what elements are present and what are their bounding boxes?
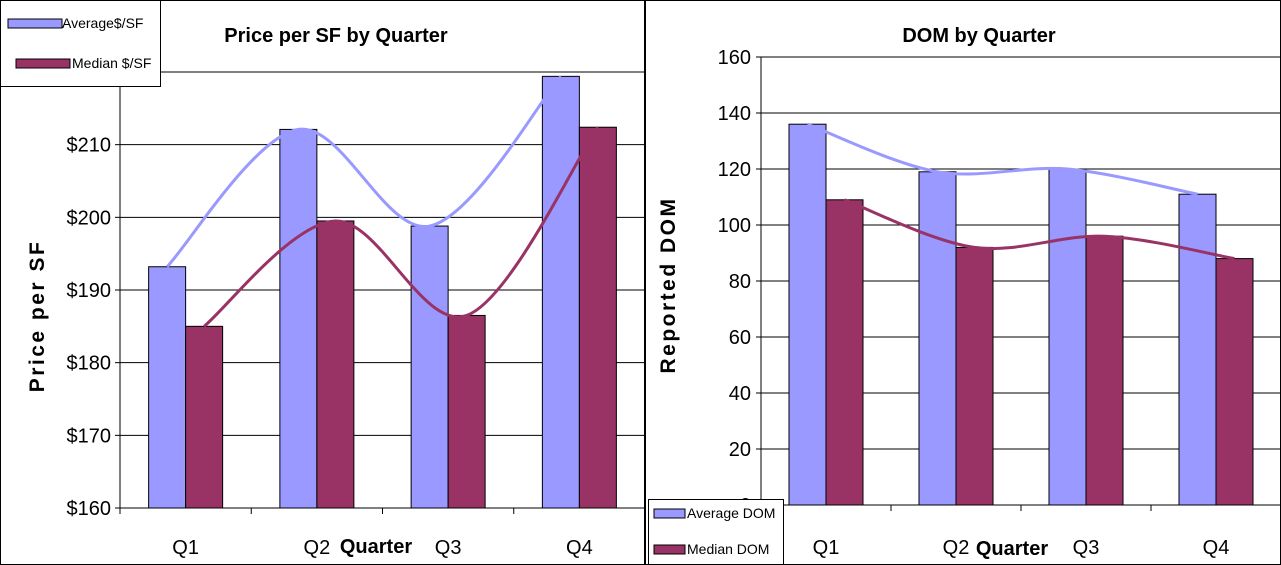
- price-per-sf-chart: Price per SF by Quarter $160 $170 $180 $190…: [0, 0, 645, 565]
- y-tick-label: 20: [729, 439, 751, 461]
- trendlines: [166, 75, 600, 328]
- y-tick-label: $170: [67, 425, 112, 447]
- axes: [115, 71, 645, 514]
- trendline-average: [806, 122, 1198, 196]
- x-tick-label: Q4: [566, 537, 593, 559]
- x-tick-label: Q2: [304, 537, 331, 559]
- bar-median-q4: [578, 126, 617, 509]
- x-tick-label: Q1: [813, 537, 840, 559]
- bar-median-q4: [1215, 258, 1254, 506]
- y-tick-label: $180: [67, 353, 112, 375]
- y-tick-label: 40: [729, 383, 751, 405]
- legend-label-median: Median $/SF: [72, 55, 151, 71]
- bar-median-q2: [316, 220, 355, 509]
- y-tick-label: $190: [67, 280, 112, 302]
- legend-swatch-average: [7, 18, 63, 29]
- price-chart-panel: Price per SF by Quarter $160 $170 $180 $190…: [0, 0, 645, 565]
- bar-average-q1: [788, 123, 827, 506]
- bar-average-q1: [148, 266, 187, 509]
- legend-swatch-median: [653, 544, 686, 555]
- x-tick-label: Q3: [435, 537, 462, 559]
- bars: [788, 123, 1254, 506]
- y-axis-label: Reported DOM: [657, 197, 680, 374]
- bar-average-q4: [541, 75, 580, 509]
- x-axis-label: Quarter: [340, 536, 412, 558]
- legend-label-average: Average$/SF: [62, 15, 143, 31]
- dom-by-quarter-chart: DOM by Quarter 020406080100120140160 Q1Q…: [645, 0, 1281, 565]
- legend-box: [0, 0, 161, 87]
- bar-median-q3: [447, 314, 486, 509]
- bar-median-q1: [825, 199, 864, 506]
- y-axis-label: Price per SF: [26, 240, 49, 393]
- x-tick-label: Q2: [943, 537, 970, 559]
- legend-swatch-average: [653, 508, 686, 519]
- legend-label-median: Median DOM: [687, 541, 769, 557]
- y-tick-label: 120: [718, 159, 751, 181]
- legend: Average DOM Median DOM: [648, 499, 784, 565]
- y-tick-label: $210: [67, 135, 112, 157]
- legend-label-average: Average DOM: [687, 505, 775, 521]
- trendline-average: [166, 75, 563, 268]
- x-tick-label: Q4: [1203, 537, 1230, 559]
- y-tick-label: 160: [718, 47, 751, 69]
- y-tick-label: $200: [67, 207, 112, 229]
- bar-median-q1: [185, 325, 224, 509]
- chart-title: DOM by Quarter: [902, 25, 1056, 47]
- x-tick-labels: Q1 Q2 Q3 Q4: [172, 537, 592, 559]
- trendlines: [806, 122, 1235, 261]
- bar-median-q2: [955, 246, 994, 506]
- bar-average-q2: [279, 128, 318, 509]
- y-tick-label: 80: [729, 271, 751, 293]
- y-tick-label: $160: [67, 498, 112, 520]
- x-tick-label: Q3: [1073, 537, 1100, 559]
- dom-chart-panel: DOM by Quarter 020406080100120140160 Q1Q…: [645, 0, 1281, 565]
- trendline-median: [843, 198, 1235, 261]
- bar-average-q2: [918, 171, 957, 506]
- legend-swatch-median: [15, 58, 71, 69]
- x-tick-labels: Q1 Q2 Q3 Q4: [813, 537, 1230, 559]
- y-tick-label: 140: [718, 103, 751, 125]
- x-tick-label: Q1: [172, 537, 199, 559]
- x-axis-label: Quarter: [976, 538, 1048, 560]
- chart-title: Price per SF by Quarter: [224, 25, 448, 47]
- bar-median-q3: [1085, 235, 1124, 506]
- bar-average-q3: [410, 225, 449, 509]
- bar-average-q4: [1178, 193, 1217, 506]
- trendline-median: [203, 126, 600, 328]
- legend: Average$/SF Median $/SF: [0, 0, 161, 87]
- y-tick-label: 60: [729, 327, 751, 349]
- y-tick-label: 100: [718, 215, 751, 237]
- bar-average-q3: [1048, 168, 1087, 506]
